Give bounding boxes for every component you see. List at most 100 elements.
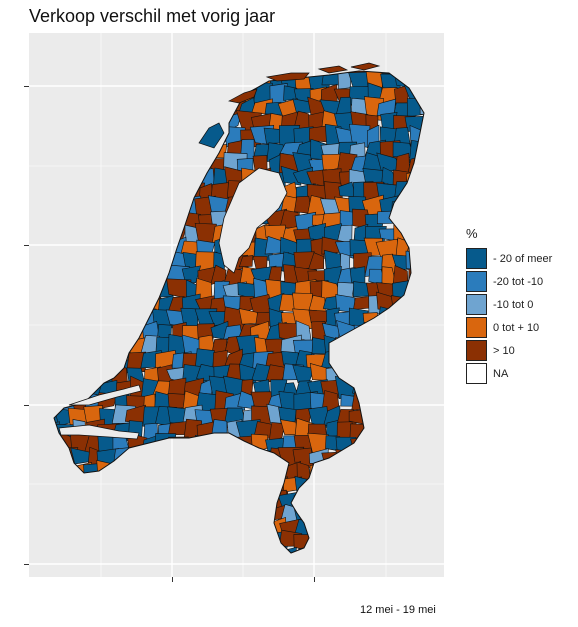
municipality-region <box>392 351 414 371</box>
municipality-region <box>406 98 424 118</box>
municipality-region <box>252 477 274 497</box>
municipality-region <box>84 564 106 577</box>
municipality-region <box>54 127 64 149</box>
municipality-region <box>54 99 61 119</box>
municipality-region <box>113 250 133 276</box>
municipality-region <box>419 435 424 455</box>
municipality-region <box>124 198 146 220</box>
municipality-region <box>181 489 198 510</box>
municipality-region <box>227 71 241 93</box>
municipality-region <box>68 115 89 131</box>
municipality-region <box>390 535 417 550</box>
municipality-region <box>126 169 149 191</box>
municipality-region <box>124 71 147 93</box>
municipality-region <box>54 155 65 179</box>
municipality-region <box>392 563 415 577</box>
municipality-region <box>377 210 398 224</box>
municipality-region <box>153 71 171 78</box>
municipality-region <box>143 530 162 551</box>
municipality-region <box>307 476 330 497</box>
municipality-region <box>125 263 149 289</box>
municipality-regions <box>54 71 424 577</box>
municipality-region <box>209 489 227 506</box>
municipality-region <box>83 293 106 314</box>
municipality-region <box>181 532 200 553</box>
municipality-region <box>321 545 346 553</box>
municipality-region <box>141 447 160 467</box>
municipality-region <box>54 71 59 77</box>
municipality-region <box>406 494 424 513</box>
municipality-region <box>195 464 217 484</box>
municipality-region <box>127 71 146 77</box>
municipality-region <box>97 333 117 352</box>
municipality-region <box>293 534 317 553</box>
municipality-region <box>54 375 62 399</box>
municipality-region <box>60 519 79 536</box>
legend: % - 20 of meer -20 tot -10 -10 tot 0 0 tot … <box>466 226 552 385</box>
municipality-region <box>194 490 215 512</box>
municipality-region <box>363 506 384 523</box>
chart-title: Verkoop verschil met vorig jaar <box>29 6 276 26</box>
municipality-region <box>280 165 302 186</box>
municipality-region <box>110 518 131 539</box>
municipality-region <box>197 530 217 551</box>
municipality-region <box>87 336 103 356</box>
municipality-region <box>182 518 205 543</box>
legend-item: 0 tot + 10 <box>466 316 552 339</box>
municipality-region <box>110 474 135 496</box>
municipality-region <box>127 503 144 523</box>
municipality-region <box>422 504 424 527</box>
legend-label: - 20 of meer <box>493 252 553 265</box>
municipality-region <box>113 504 132 528</box>
municipality-region <box>380 435 397 458</box>
municipality-region <box>138 559 161 577</box>
municipality-region <box>211 71 229 75</box>
municipality-region <box>366 379 382 402</box>
municipality-region <box>99 140 118 158</box>
municipality-region <box>335 558 355 577</box>
municipality-region <box>70 224 87 247</box>
municipality-region <box>322 488 341 512</box>
legend-item: > 10 <box>466 339 552 362</box>
municipality-region <box>125 451 144 464</box>
municipality-region <box>140 506 161 521</box>
municipality-region <box>139 99 162 117</box>
municipality-region <box>83 351 109 371</box>
municipality-region <box>54 111 64 130</box>
municipality-region <box>110 71 132 77</box>
municipality-region <box>143 265 165 287</box>
zeeland-water <box>58 384 142 440</box>
municipality-region <box>391 378 415 395</box>
municipality-region <box>57 478 76 494</box>
municipality-region <box>101 503 119 523</box>
municipality-region <box>125 126 149 151</box>
municipality-region <box>252 530 273 549</box>
municipality-region <box>421 124 424 149</box>
municipality-region <box>124 308 144 330</box>
municipality-region <box>390 520 413 540</box>
municipality-region <box>73 125 93 150</box>
municipality-region <box>55 488 75 512</box>
municipality-region <box>390 418 413 445</box>
municipality-region <box>157 83 174 103</box>
municipality-region <box>170 126 187 146</box>
municipality-region <box>140 85 158 104</box>
municipality-region <box>126 296 149 318</box>
legend-label: > 10 <box>493 344 515 357</box>
municipality-region <box>70 536 94 553</box>
municipality-region <box>405 181 424 207</box>
municipality-region <box>140 140 160 155</box>
municipality-region <box>253 71 276 77</box>
municipality-region <box>335 337 356 357</box>
municipality-region <box>223 545 243 553</box>
legend-swatch <box>466 248 487 269</box>
municipality-region <box>320 473 344 500</box>
municipality-region <box>128 98 150 120</box>
municipality-region <box>54 253 62 276</box>
municipality-region <box>111 298 136 314</box>
municipality-region <box>394 320 414 342</box>
municipality-region <box>81 138 106 164</box>
municipality-region <box>95 349 122 370</box>
municipality-region <box>68 489 91 513</box>
municipality-region <box>375 321 401 342</box>
